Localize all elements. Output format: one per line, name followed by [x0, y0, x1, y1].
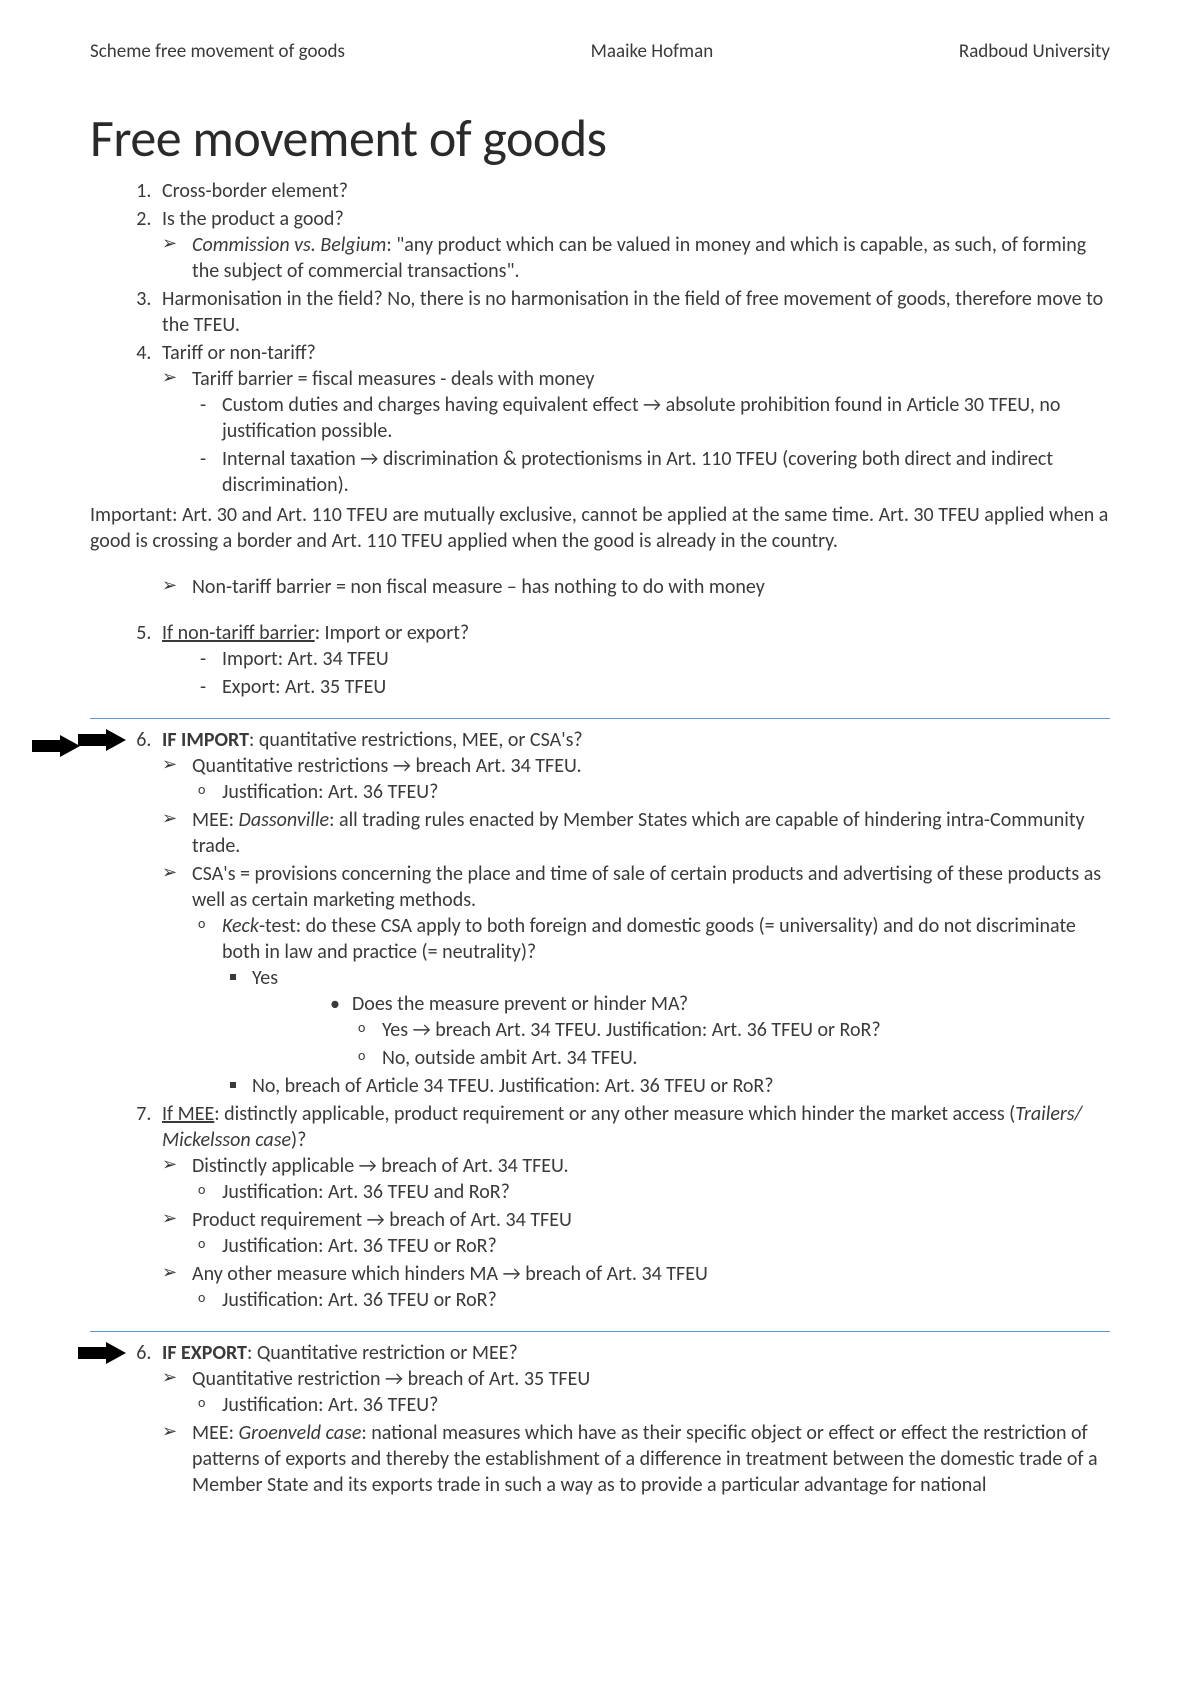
list-cont-5: If non-tariff barrier: Import or export?… [90, 620, 1110, 700]
item-7-r1: : distinctly applicable, product require… [214, 1102, 1015, 1126]
item-7c-text: Any other measure which hinders MA → bre… [192, 1262, 708, 1286]
item-7: If MEE: distinctly applicable, product r… [156, 1101, 1110, 1313]
export-list: IF EXPORT: Quantitative restriction or M… [90, 1340, 1110, 1498]
item-6c1a1a: Yes → breach Art. 34 TFEU. Justification… [352, 1017, 1110, 1043]
item-2: Is the product a good? Commission vs. Be… [156, 206, 1110, 284]
item-e6b-p: MEE: [192, 1421, 239, 1445]
item-6c1a1b: No, outside ambit Art. 34 TFEU. [352, 1045, 1110, 1071]
divider-1 [90, 718, 1110, 719]
item-e6a-text: Quantitative restriction → breach of Art… [192, 1367, 590, 1391]
item-6c1a-text: Yes [252, 966, 278, 990]
main-list: Cross-border element? Is the product a g… [90, 178, 1110, 498]
item-4: Tariff or non-tariff? Tariff barrier = f… [156, 340, 1110, 498]
item-7b-text: Product requirement → breach of Art. 34 … [192, 1208, 572, 1232]
item-4b: Non-tariff barrier = non fiscal measure … [162, 574, 1110, 600]
item-e6b: MEE: Groenveld case: national measures w… [162, 1420, 1110, 1498]
item-7-r2: )? [291, 1128, 306, 1152]
item-3: Harmonisation in the field? No, there is… [156, 286, 1110, 338]
item-4-text: Tariff or non-tariff? [162, 341, 316, 365]
header-left: Scheme free movement of goods [90, 40, 345, 65]
page-title: Free movement of goods [90, 105, 1110, 173]
item-5-r: : Import or export? [315, 621, 469, 645]
item-6: IF IMPORT: quantitative restrictions, ME… [156, 727, 1110, 1099]
item-6a: Quantitative restrictions → breach Art. … [162, 753, 1110, 805]
item-6c1: Keck-test: do these CSA apply to both fo… [192, 913, 1110, 1099]
important-note: Important: Art. 30 and Art. 110 TFEU are… [90, 502, 1110, 554]
item-4a-text: Tariff barrier = fiscal measures - deals… [192, 367, 594, 391]
item-7a-text: Distinctly applicable → breach of Art. 3… [192, 1154, 569, 1178]
item-6a-text: Quantitative restrictions → breach Art. … [192, 754, 582, 778]
item-5-u: If non-tariff barrier [162, 621, 315, 645]
item-6-r: : quantitative restrictions, MEE, or CSA… [249, 728, 583, 752]
item-6c1a: Yes Does the measure prevent or hinder M… [222, 965, 1110, 1071]
item-1: Cross-border element? [156, 178, 1110, 204]
divider-2 [90, 1331, 1110, 1332]
item-6c1a1-text: Does the measure prevent or hinder MA? [352, 992, 688, 1016]
arrow-right-icon [78, 1342, 126, 1364]
item-4a2: Internal taxation → discrimination & pro… [192, 446, 1110, 498]
item-6b-i: Dassonville [239, 808, 330, 832]
import-list: IF IMPORT: quantitative restrictions, ME… [90, 727, 1110, 1313]
item-7c1: Justification: Art. 36 TFEU or RoR? [192, 1287, 1110, 1313]
item-7c: Any other measure which hinders MA → bre… [162, 1261, 1110, 1313]
item-6b-p: MEE: [192, 808, 239, 832]
item-6c1-r: -test: do these CSA apply to both foreig… [222, 914, 1076, 964]
item-6c1b: No, breach of Article 34 TFEU. Justifica… [222, 1073, 1110, 1099]
arrow-right-icon [78, 729, 126, 751]
item-4a: Tariff barrier = fiscal measures - deals… [162, 366, 1110, 498]
item-7-u: If MEE [162, 1102, 214, 1126]
item-7b1: Justification: Art. 36 TFEU or RoR? [192, 1233, 1110, 1259]
item-5: If non-tariff barrier: Import or export?… [156, 620, 1110, 700]
item-6a1: Justification: Art. 36 TFEU? [192, 779, 1110, 805]
item-6c1-i: Keck [222, 914, 259, 938]
item-e6-r: : Quantitative restriction or MEE? [247, 1341, 518, 1365]
item-6c: CSA's = provisions concerning the place … [162, 861, 1110, 1099]
page-header: Scheme free movement of goods Maaike Hof… [90, 40, 1110, 65]
item-e6a1: Justification: Art. 36 TFEU? [192, 1392, 1110, 1418]
item-6c-text: CSA's = provisions concerning the place … [192, 862, 1101, 912]
item-2-case: Commission vs. Belgium [192, 233, 386, 257]
item-7a1: Justification: Art. 36 TFEU and RoR? [192, 1179, 1110, 1205]
item-e6b-i: Groenveld case [239, 1421, 362, 1445]
item-6b: MEE: Dassonville: all trading rules enac… [162, 807, 1110, 859]
item-6c1a1: Does the measure prevent or hinder MA? Y… [322, 991, 1110, 1071]
item-5b: Export: Art. 35 TFEU [192, 674, 1110, 700]
item-7b: Product requirement → breach of Art. 34 … [162, 1207, 1110, 1259]
item-4a1: Custom duties and charges having equival… [192, 392, 1110, 444]
header-center: Maaike Hofman [591, 40, 714, 65]
arrow-icon [32, 735, 80, 757]
item-e6a: Quantitative restriction → breach of Art… [162, 1366, 1110, 1418]
item-7a: Distinctly applicable → breach of Art. 3… [162, 1153, 1110, 1205]
item-e6: IF EXPORT: Quantitative restriction or M… [156, 1340, 1110, 1498]
item-5a: Import: Art. 34 TFEU [192, 646, 1110, 672]
item-2-text: Is the product a good? [162, 207, 344, 231]
item-2-sub: Commission vs. Belgium: "any product whi… [162, 232, 1110, 284]
header-right: Radboud University [959, 40, 1110, 65]
document-page: Scheme free movement of goods Maaike Hof… [0, 0, 1200, 1540]
item-6-b: IF IMPORT [162, 728, 249, 752]
item-e6-b: IF EXPORT [162, 1341, 247, 1365]
